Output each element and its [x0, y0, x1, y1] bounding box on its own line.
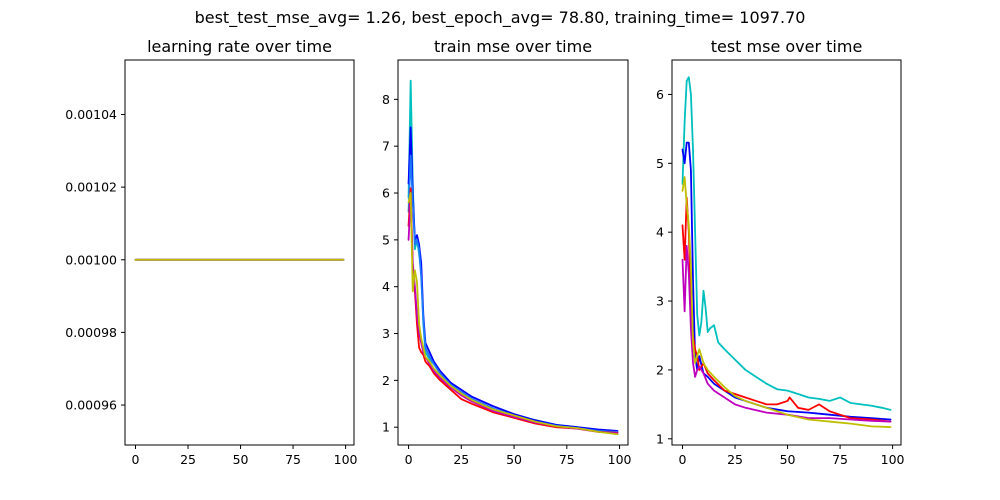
series-line-1: [681, 76, 892, 411]
y-tick-label: 4: [382, 279, 390, 294]
x-tick-label: 25: [453, 452, 469, 467]
y-tick-label: 1: [382, 420, 390, 435]
y-tick-label: 0.00098: [65, 325, 117, 340]
x-tick-label: 25: [727, 452, 743, 467]
y-tick-label: 7: [382, 139, 390, 154]
y-tick-label: 6: [656, 87, 664, 102]
y-tick-label: 2: [656, 362, 664, 377]
series-line-5: [681, 176, 892, 428]
x-tick-label: 75: [285, 452, 301, 467]
figure-suptitle: best_test_mse_avg= 1.26, best_epoch_avg=…: [195, 8, 806, 28]
x-tick-label: 75: [832, 452, 848, 467]
series-line-4: [681, 245, 892, 423]
y-tick-label: 1: [656, 431, 664, 446]
y-tick-label: 2: [382, 373, 390, 388]
y-tick-label: 0.00100: [65, 252, 117, 267]
series-group: [681, 76, 892, 428]
series-line-6: [407, 192, 619, 436]
x-tick-label: 100: [334, 452, 358, 467]
x-tick-label: 100: [881, 452, 905, 467]
x-tick-label: 50: [506, 452, 522, 467]
series-line-2: [681, 141, 892, 421]
subplot-3: test mse over time 0 25 50 75 100 1 2 3 4 5 6: [656, 37, 905, 467]
x-tick-label: 50: [780, 452, 796, 467]
y-tick-label: 0.00096: [65, 398, 117, 413]
x-tick-label: 25: [180, 452, 196, 467]
y-tick-label: 3: [656, 294, 664, 309]
subplot-title: learning rate over time: [147, 37, 332, 56]
y-tick-label: 8: [382, 92, 390, 107]
axes-frame: [124, 59, 355, 446]
series-group: [407, 79, 619, 436]
x-tick-label: 75: [559, 452, 575, 467]
y-tick-label: 0.00104: [65, 107, 117, 122]
x-tick-label: 0: [132, 452, 140, 467]
subplot-2: train mse over time 0 25 50 75 100 1 2 3 4 5 6 7 8: [382, 37, 631, 467]
x-tick-label: 50: [233, 452, 249, 467]
subplot-title: test mse over time: [711, 37, 863, 56]
y-tick-label: 4: [656, 225, 664, 240]
y-tick-label: 5: [382, 232, 390, 247]
y-tick-label: 3: [382, 326, 390, 341]
axes-frame: [671, 59, 902, 446]
x-tick-label: 0: [679, 452, 687, 467]
axes-frame: [397, 59, 629, 446]
series-line-2: [407, 126, 619, 432]
y-tick-label: 0.00102: [65, 180, 117, 195]
y-tick-label: 5: [656, 156, 664, 171]
y-tick-label: 6: [382, 186, 390, 201]
subplot-1: learning rate over time 0 25 50 75 100 0.00096…: [65, 37, 357, 467]
x-tick-label: 100: [608, 452, 632, 467]
subplot-title: train mse over time: [434, 37, 592, 56]
x-tick-label: 0: [405, 452, 413, 467]
